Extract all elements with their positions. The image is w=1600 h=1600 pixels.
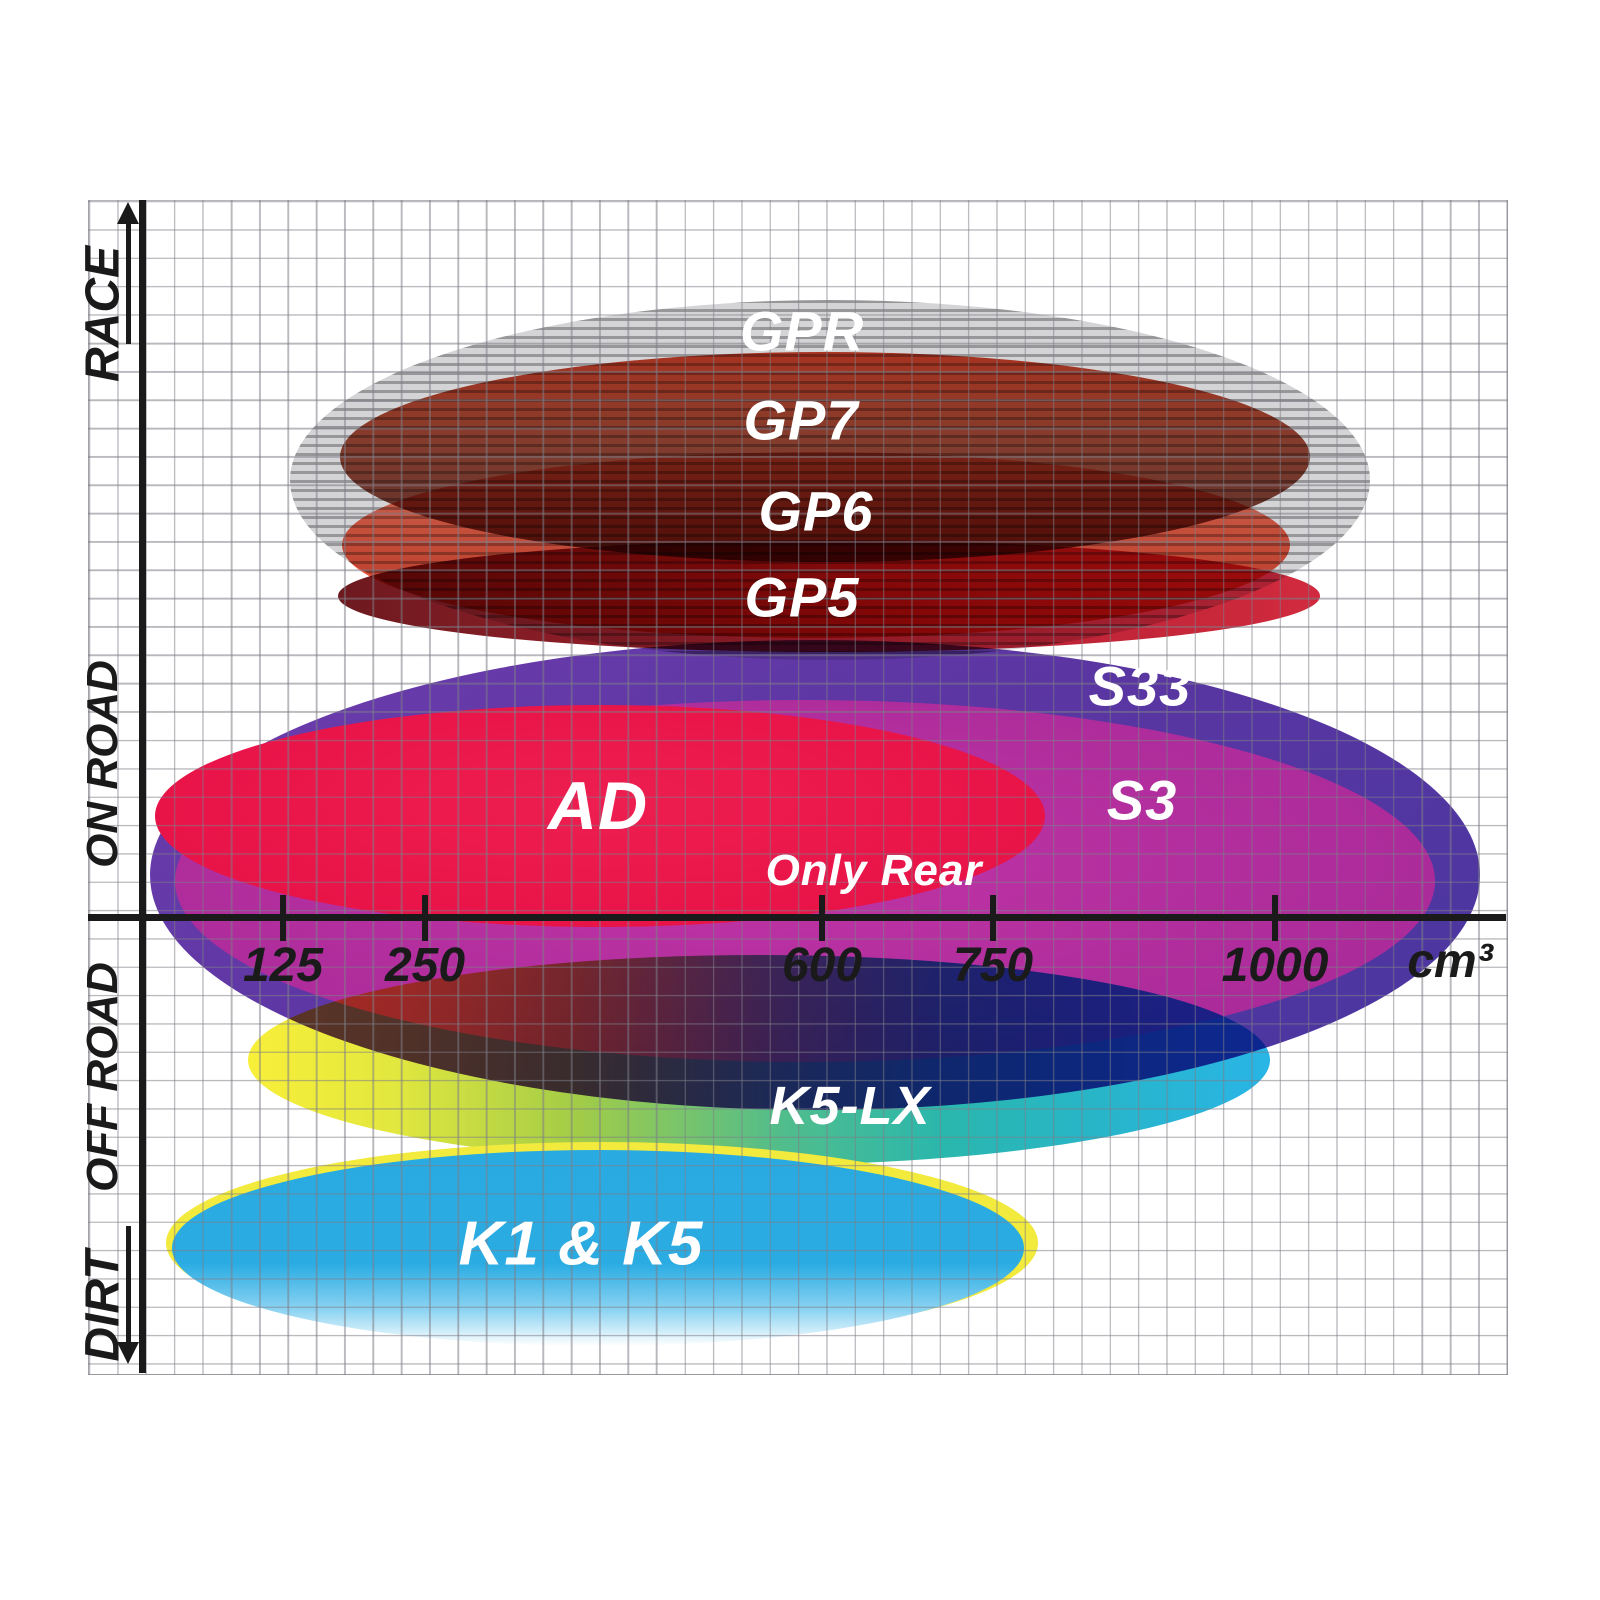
race-up-arrow-head [117, 202, 139, 224]
x-tick-1000 [1272, 895, 1278, 941]
x-tick-125 [280, 895, 286, 941]
x-tick-label: 600 [781, 939, 863, 992]
x-tick-label: 750 [952, 939, 1034, 992]
x-axis-line [88, 914, 1506, 921]
zone-label-race: RACE [76, 245, 130, 383]
s3-label: S3 [1106, 768, 1178, 832]
x-tick-label: 125 [242, 939, 324, 992]
ad-label: AD [547, 768, 649, 844]
k5lx-label: K5-LX [769, 1076, 931, 1136]
gp7-label: GP7 [743, 388, 859, 452]
k1k5-label: K1 & K5 [458, 1209, 704, 1279]
x-tick-label: 1000 [1221, 939, 1329, 992]
x-tick-250 [422, 895, 428, 941]
zone-label-on-road: ON ROAD [78, 660, 127, 868]
y-axis-line [139, 200, 146, 1373]
race-up-arrow [126, 222, 131, 344]
x-tick-label: 250 [384, 939, 466, 992]
dirt-down-arrow-head [117, 1342, 139, 1364]
only-rear-label: Only Rear [765, 846, 983, 895]
s33-label: S33 [1088, 654, 1192, 718]
zone-label-off-road: OFF ROAD [78, 962, 127, 1192]
x-tick-600 [819, 895, 825, 941]
gpr-label: GPR [739, 299, 865, 363]
gp6-label: GP6 [758, 479, 874, 543]
x-tick-750 [990, 895, 996, 941]
gp5-label: GP5 [744, 565, 860, 629]
dirt-down-arrow [126, 1226, 131, 1344]
x-axis-unit-label: cm³ [1407, 935, 1493, 988]
